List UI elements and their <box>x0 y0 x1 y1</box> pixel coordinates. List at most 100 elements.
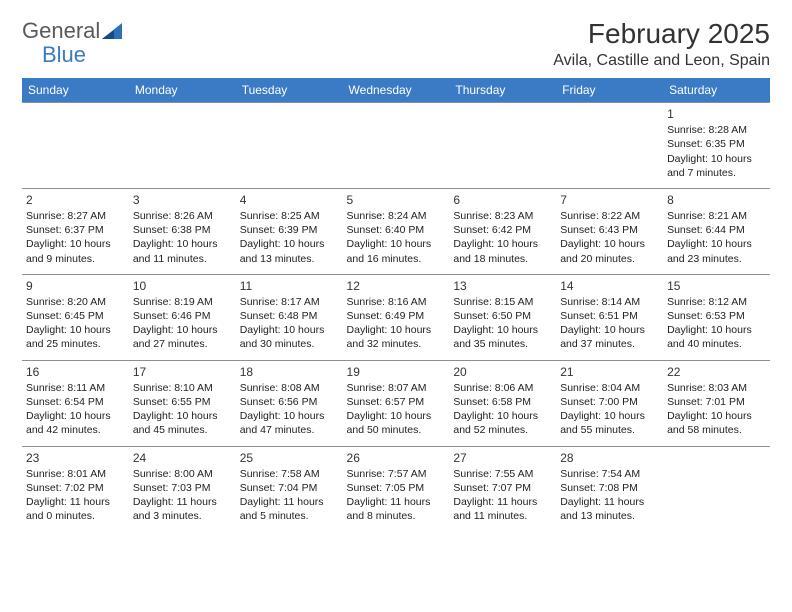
sunrise-text: Sunrise: 7:58 AM <box>240 467 339 481</box>
day-number: 1 <box>667 106 766 122</box>
day-number: 10 <box>133 278 232 294</box>
calendar-cell: 8Sunrise: 8:21 AMSunset: 6:44 PMDaylight… <box>663 188 770 274</box>
day-number: 26 <box>347 450 446 466</box>
sunset-text: Sunset: 6:57 PM <box>347 395 446 409</box>
sunrise-text: Sunrise: 8:21 AM <box>667 209 766 223</box>
calendar-cell <box>556 103 663 189</box>
logo-text-general: General <box>22 18 100 44</box>
day-header: Monday <box>129 78 236 103</box>
calendar-cell: 11Sunrise: 8:17 AMSunset: 6:48 PMDayligh… <box>236 274 343 360</box>
calendar-cell: 4Sunrise: 8:25 AMSunset: 6:39 PMDaylight… <box>236 188 343 274</box>
day-number: 22 <box>667 364 766 380</box>
daylight-text: Daylight: 10 hours and 11 minutes. <box>133 237 232 265</box>
day-header: Sunday <box>22 78 129 103</box>
daylight-text: Daylight: 10 hours and 35 minutes. <box>453 323 552 351</box>
day-number: 14 <box>560 278 659 294</box>
day-number: 21 <box>560 364 659 380</box>
day-header: Wednesday <box>343 78 450 103</box>
sunset-text: Sunset: 7:05 PM <box>347 481 446 495</box>
daylight-text: Daylight: 10 hours and 30 minutes. <box>240 323 339 351</box>
sunrise-text: Sunrise: 7:54 AM <box>560 467 659 481</box>
daylight-text: Daylight: 10 hours and 42 minutes. <box>26 409 125 437</box>
sunset-text: Sunset: 6:55 PM <box>133 395 232 409</box>
sunrise-text: Sunrise: 8:01 AM <box>26 467 125 481</box>
calendar-cell: 6Sunrise: 8:23 AMSunset: 6:42 PMDaylight… <box>449 188 556 274</box>
calendar-cell: 18Sunrise: 8:08 AMSunset: 6:56 PMDayligh… <box>236 360 343 446</box>
sunrise-text: Sunrise: 8:24 AM <box>347 209 446 223</box>
day-number: 12 <box>347 278 446 294</box>
sunset-text: Sunset: 7:03 PM <box>133 481 232 495</box>
daylight-text: Daylight: 10 hours and 45 minutes. <box>133 409 232 437</box>
daylight-text: Daylight: 10 hours and 32 minutes. <box>347 323 446 351</box>
day-number: 20 <box>453 364 552 380</box>
calendar-cell: 7Sunrise: 8:22 AMSunset: 6:43 PMDaylight… <box>556 188 663 274</box>
day-number: 4 <box>240 192 339 208</box>
calendar-cell: 21Sunrise: 8:04 AMSunset: 7:00 PMDayligh… <box>556 360 663 446</box>
day-header: Thursday <box>449 78 556 103</box>
daylight-text: Daylight: 10 hours and 16 minutes. <box>347 237 446 265</box>
day-number: 24 <box>133 450 232 466</box>
day-number: 8 <box>667 192 766 208</box>
sunrise-text: Sunrise: 8:07 AM <box>347 381 446 395</box>
day-number: 19 <box>347 364 446 380</box>
daylight-text: Daylight: 10 hours and 20 minutes. <box>560 237 659 265</box>
sunrise-text: Sunrise: 7:57 AM <box>347 467 446 481</box>
calendar-week-row: 9Sunrise: 8:20 AMSunset: 6:45 PMDaylight… <box>22 274 770 360</box>
calendar-cell: 12Sunrise: 8:16 AMSunset: 6:49 PMDayligh… <box>343 274 450 360</box>
logo-text-blue: Blue <box>42 42 86 68</box>
month-title: February 2025 <box>553 18 770 50</box>
sunset-text: Sunset: 6:53 PM <box>667 309 766 323</box>
daylight-text: Daylight: 10 hours and 40 minutes. <box>667 323 766 351</box>
title-block: February 2025 Avila, Castille and Leon, … <box>553 18 770 70</box>
day-number: 13 <box>453 278 552 294</box>
sunset-text: Sunset: 6:44 PM <box>667 223 766 237</box>
sunrise-text: Sunrise: 8:27 AM <box>26 209 125 223</box>
calendar-cell <box>22 103 129 189</box>
day-number: 11 <box>240 278 339 294</box>
day-header: Friday <box>556 78 663 103</box>
sunset-text: Sunset: 7:04 PM <box>240 481 339 495</box>
logo-triangle-icon <box>102 23 122 39</box>
sunset-text: Sunset: 6:40 PM <box>347 223 446 237</box>
sunrise-text: Sunrise: 8:25 AM <box>240 209 339 223</box>
calendar-week-row: 23Sunrise: 8:01 AMSunset: 7:02 PMDayligh… <box>22 446 770 531</box>
sunrise-text: Sunrise: 8:15 AM <box>453 295 552 309</box>
daylight-text: Daylight: 10 hours and 58 minutes. <box>667 409 766 437</box>
sunrise-text: Sunrise: 8:11 AM <box>26 381 125 395</box>
sunrise-text: Sunrise: 8:22 AM <box>560 209 659 223</box>
sunset-text: Sunset: 6:54 PM <box>26 395 125 409</box>
calendar-cell: 15Sunrise: 8:12 AMSunset: 6:53 PMDayligh… <box>663 274 770 360</box>
sunset-text: Sunset: 6:35 PM <box>667 137 766 151</box>
calendar-cell <box>236 103 343 189</box>
calendar-cell: 1Sunrise: 8:28 AMSunset: 6:35 PMDaylight… <box>663 103 770 189</box>
sunset-text: Sunset: 6:37 PM <box>26 223 125 237</box>
daylight-text: Daylight: 10 hours and 13 minutes. <box>240 237 339 265</box>
calendar-cell: 5Sunrise: 8:24 AMSunset: 6:40 PMDaylight… <box>343 188 450 274</box>
day-number: 23 <box>26 450 125 466</box>
daylight-text: Daylight: 10 hours and 37 minutes. <box>560 323 659 351</box>
sunrise-text: Sunrise: 8:08 AM <box>240 381 339 395</box>
calendar-cell: 3Sunrise: 8:26 AMSunset: 6:38 PMDaylight… <box>129 188 236 274</box>
sunset-text: Sunset: 6:50 PM <box>453 309 552 323</box>
calendar-cell: 14Sunrise: 8:14 AMSunset: 6:51 PMDayligh… <box>556 274 663 360</box>
day-header: Tuesday <box>236 78 343 103</box>
day-number: 5 <box>347 192 446 208</box>
calendar-cell: 24Sunrise: 8:00 AMSunset: 7:03 PMDayligh… <box>129 446 236 531</box>
daylight-text: Daylight: 11 hours and 0 minutes. <box>26 495 125 523</box>
calendar-week-row: 2Sunrise: 8:27 AMSunset: 6:37 PMDaylight… <box>22 188 770 274</box>
day-number: 27 <box>453 450 552 466</box>
calendar-page: General February 2025 Avila, Castille an… <box>0 0 792 549</box>
daylight-text: Daylight: 10 hours and 52 minutes. <box>453 409 552 437</box>
sunrise-text: Sunrise: 8:28 AM <box>667 123 766 137</box>
sunrise-text: Sunrise: 8:10 AM <box>133 381 232 395</box>
daylight-text: Daylight: 10 hours and 25 minutes. <box>26 323 125 351</box>
calendar-cell: 20Sunrise: 8:06 AMSunset: 6:58 PMDayligh… <box>449 360 556 446</box>
daylight-text: Daylight: 11 hours and 13 minutes. <box>560 495 659 523</box>
location: Avila, Castille and Leon, Spain <box>553 52 770 70</box>
sunset-text: Sunset: 7:01 PM <box>667 395 766 409</box>
daylight-text: Daylight: 10 hours and 55 minutes. <box>560 409 659 437</box>
sunrise-text: Sunrise: 8:20 AM <box>26 295 125 309</box>
day-number: 25 <box>240 450 339 466</box>
sunrise-text: Sunrise: 8:04 AM <box>560 381 659 395</box>
header: General February 2025 Avila, Castille an… <box>22 18 770 70</box>
